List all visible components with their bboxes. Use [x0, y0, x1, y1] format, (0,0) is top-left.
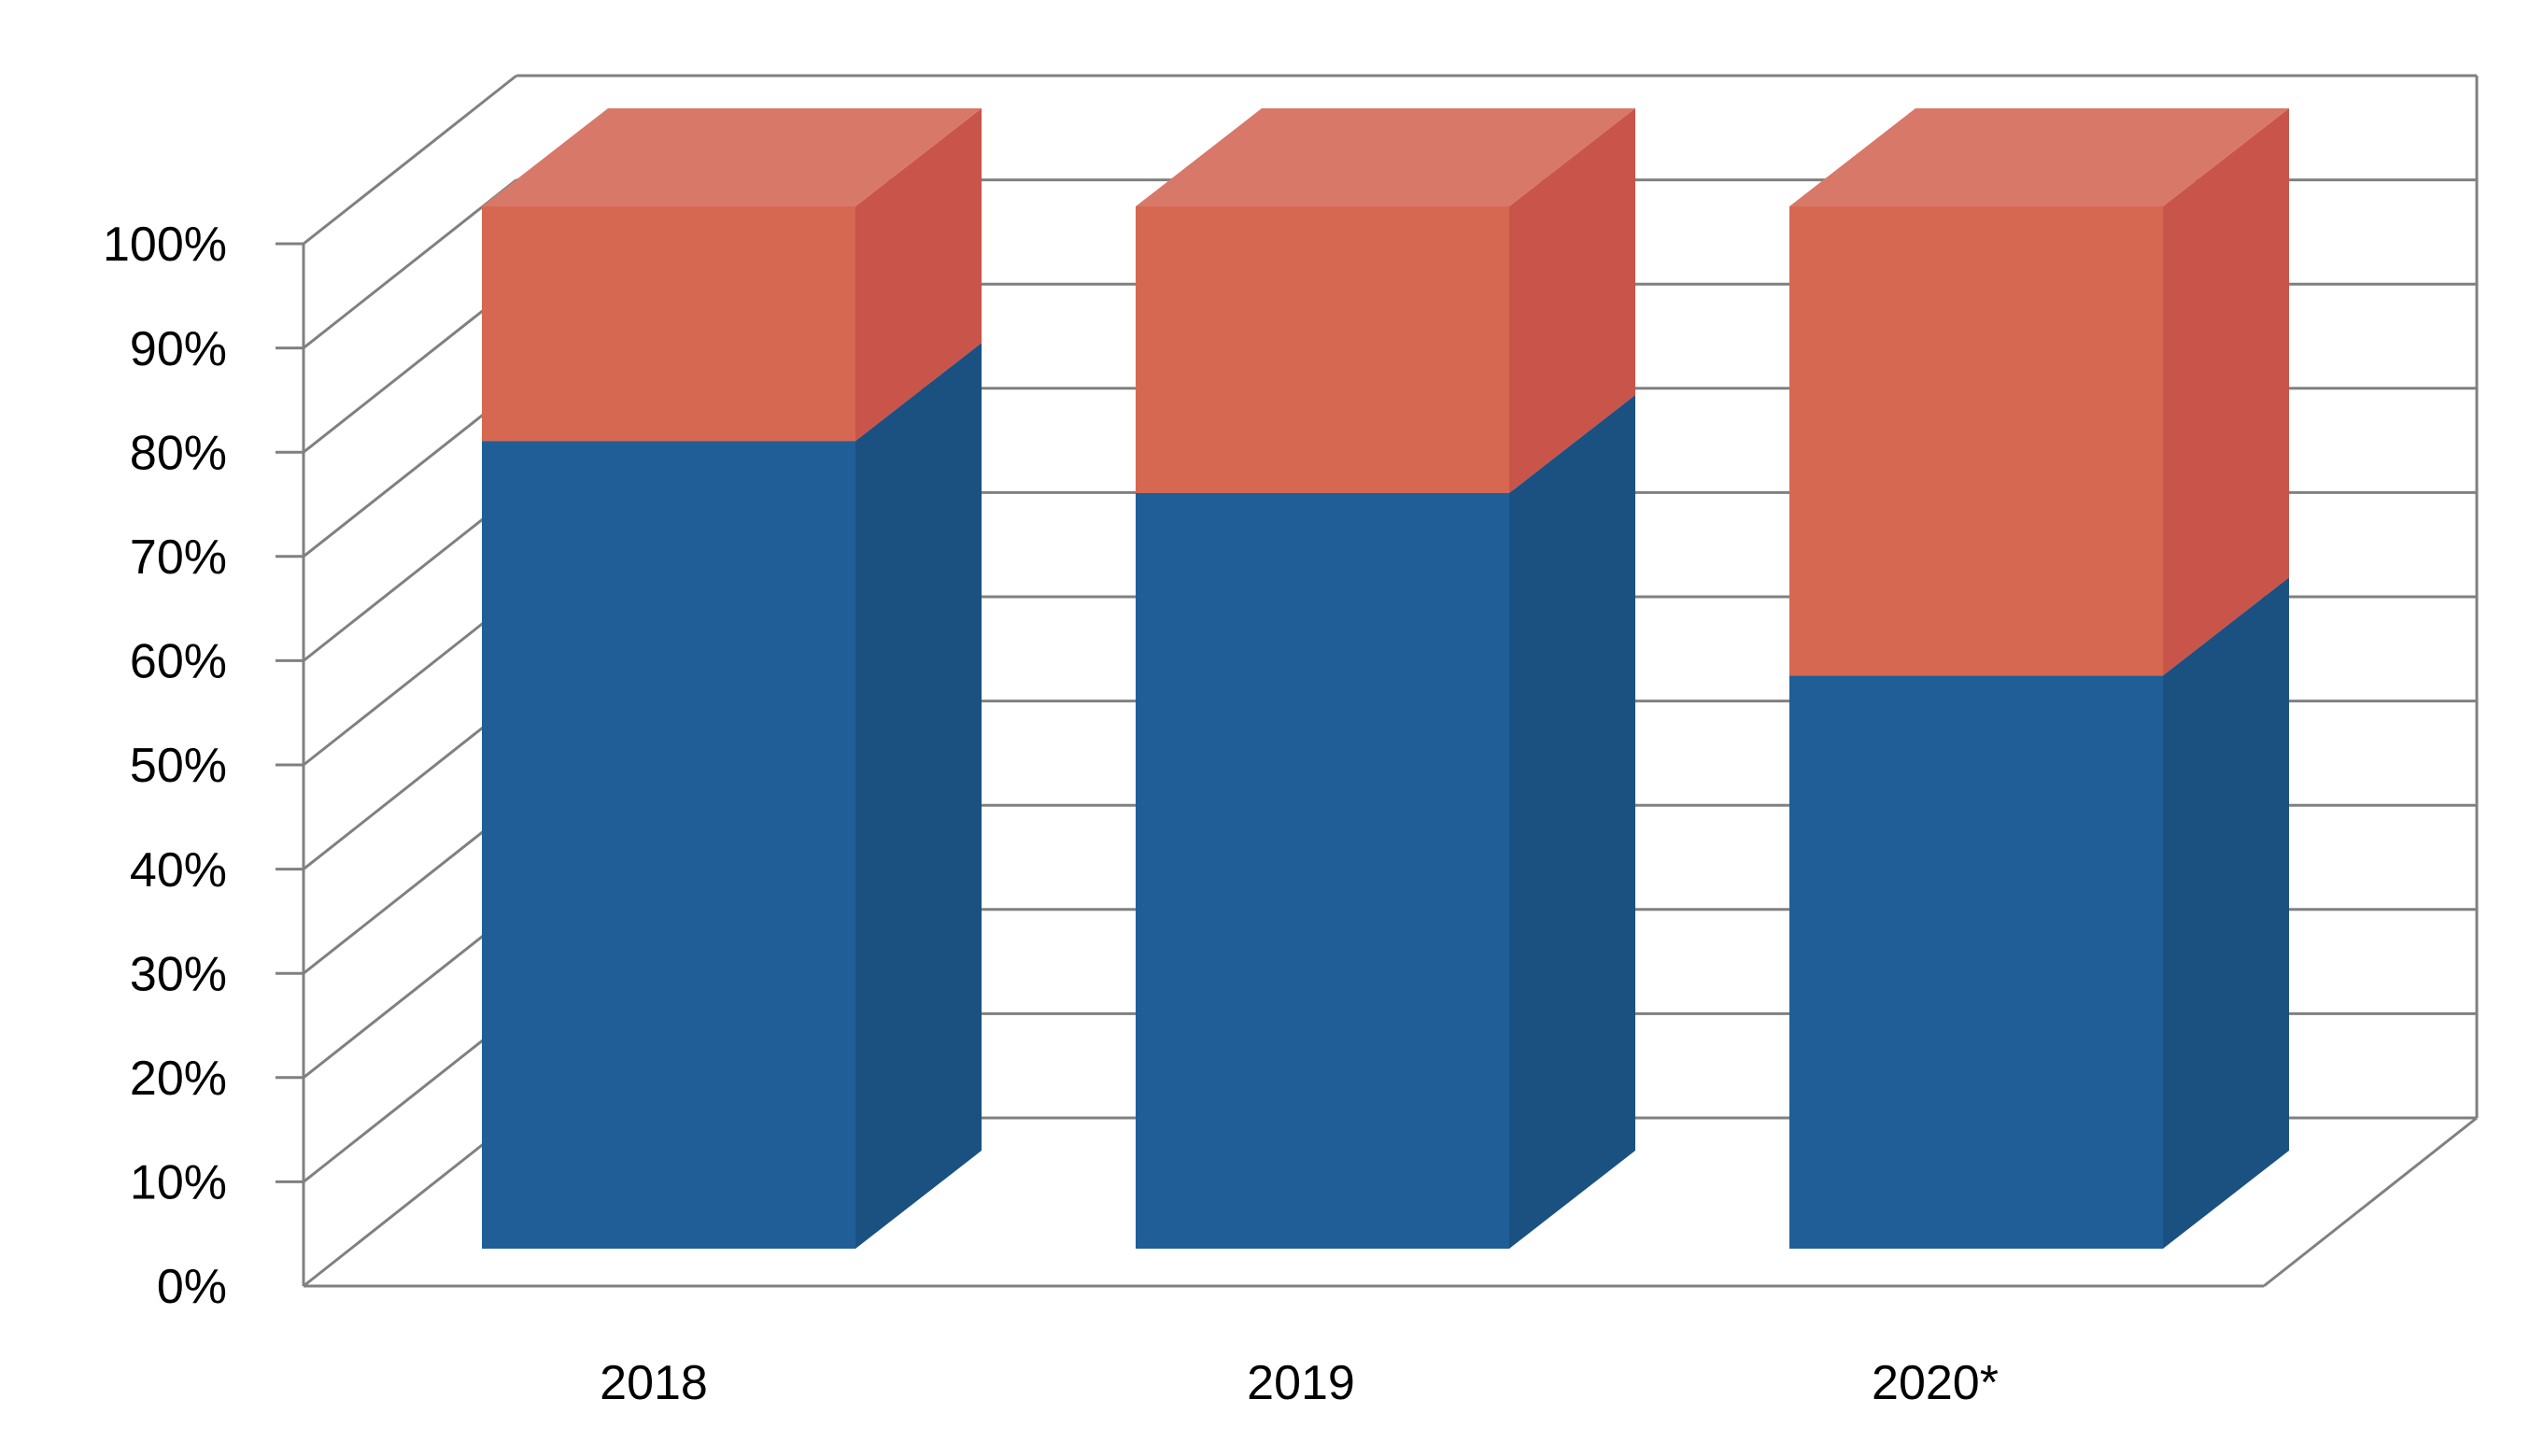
- left-wall-rib-60: [303, 491, 517, 662]
- bar-2019-red-front: [1136, 206, 1509, 493]
- left-wall-rib-30: [303, 804, 517, 975]
- bar-2019-blue-front: [1136, 492, 1509, 1249]
- floor: [304, 1116, 2478, 1288]
- left-wall-rib-10: [303, 1012, 517, 1183]
- bar-2020*-red-side: [2163, 108, 2289, 676]
- y-axis: 0% 10% 20% 30% 40% 50% 60% 70% 80% 90% 100%: [103, 218, 304, 1314]
- bar-2020*-blue-front: [1789, 675, 2163, 1249]
- bar-2020*-blue-side: [2163, 577, 2289, 1249]
- y-axis-tick-label-30: 30%: [130, 947, 227, 1001]
- x-axis-label-2019: 2019: [1247, 1356, 1355, 1410]
- bar-2018-blue-side: [855, 343, 982, 1250]
- y-axis-tick-label-20: 20%: [130, 1052, 227, 1106]
- bars: [482, 108, 2289, 1250]
- y-axis-tick-label-0: 0%: [157, 1260, 227, 1314]
- bar-2018-blue-front: [482, 441, 855, 1250]
- y-axis-tick-label-50: 50%: [130, 739, 227, 793]
- x-axis-label-2020*: 2020*: [1872, 1356, 1999, 1410]
- left-wall-rib-90: [303, 178, 517, 349]
- bar-2018: [482, 108, 982, 1250]
- bar-2018-red-side: [855, 108, 982, 442]
- y-axis-tick-label-80: 80%: [130, 426, 227, 480]
- bar-2020*-red-top: [1789, 108, 2289, 206]
- x-axis-labels: 2018 2019 2020*: [600, 1356, 1999, 1410]
- left-wall-rib-70: [303, 387, 517, 558]
- left-wall-rib-20: [303, 908, 517, 1079]
- left-wall-rib-80: [303, 283, 517, 454]
- floor-right-edge: [2263, 1116, 2478, 1288]
- left-wall-rib-40: [303, 700, 517, 870]
- left-wall-rib-100: [303, 74, 517, 246]
- y-axis-tick-label-90: 90%: [130, 322, 227, 376]
- y-axis-tick-label-10: 10%: [130, 1156, 227, 1210]
- left-wall-rib-0: [303, 1116, 517, 1288]
- x-axis-label-2018: 2018: [600, 1356, 708, 1410]
- y-axis-tick-label-60: 60%: [130, 635, 227, 689]
- bar-2020*: [1789, 108, 2289, 1249]
- bar-2019-blue-side: [1509, 394, 1635, 1249]
- bar-2018-red-top: [482, 108, 982, 206]
- left-wall-rib-50: [303, 595, 517, 767]
- y-axis-tick-label-70: 70%: [130, 530, 227, 585]
- bar-2019: [1136, 108, 1635, 1249]
- bar-2020*-red-front: [1789, 206, 2163, 676]
- bar-2019-red-top: [1136, 108, 1635, 206]
- y-axis-tick-label-100: 100%: [103, 218, 227, 272]
- left-wall: [302, 74, 517, 1288]
- bar-2019-red-side: [1509, 108, 1635, 493]
- y-axis-tick-label-40: 40%: [130, 843, 227, 898]
- bar-2018-red-front: [482, 206, 855, 442]
